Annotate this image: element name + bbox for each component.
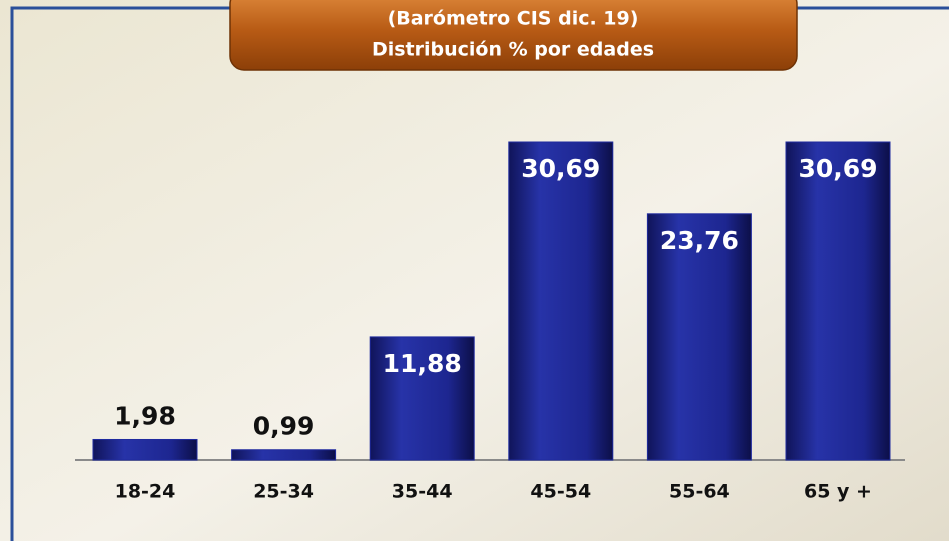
value-label: 1,98 bbox=[114, 401, 176, 430]
x-tick-label: 55-64 bbox=[669, 481, 730, 503]
title-box bbox=[229, 0, 798, 71]
value-label: 30,69 bbox=[521, 154, 600, 183]
bar bbox=[231, 449, 337, 461]
value-label: 0,99 bbox=[253, 412, 315, 441]
x-tick-label: 65 y + bbox=[804, 481, 872, 503]
chart-title: (Barómetro CIS dic. 19) bbox=[388, 8, 639, 30]
x-tick-label: 25-34 bbox=[253, 481, 314, 503]
bar bbox=[508, 141, 614, 461]
value-label: 30,69 bbox=[798, 154, 877, 183]
bar bbox=[92, 438, 198, 461]
chart-subtitle: Distribución % por edades bbox=[372, 39, 654, 61]
bar bbox=[646, 213, 752, 461]
value-label: 11,88 bbox=[383, 349, 462, 378]
bar bbox=[369, 336, 475, 461]
value-label: 23,76 bbox=[660, 226, 739, 255]
bar bbox=[785, 141, 891, 461]
x-tick-label: 45-54 bbox=[530, 481, 591, 503]
x-tick-label: 18-24 bbox=[115, 481, 176, 503]
x-tick-label: 35-44 bbox=[392, 481, 453, 503]
